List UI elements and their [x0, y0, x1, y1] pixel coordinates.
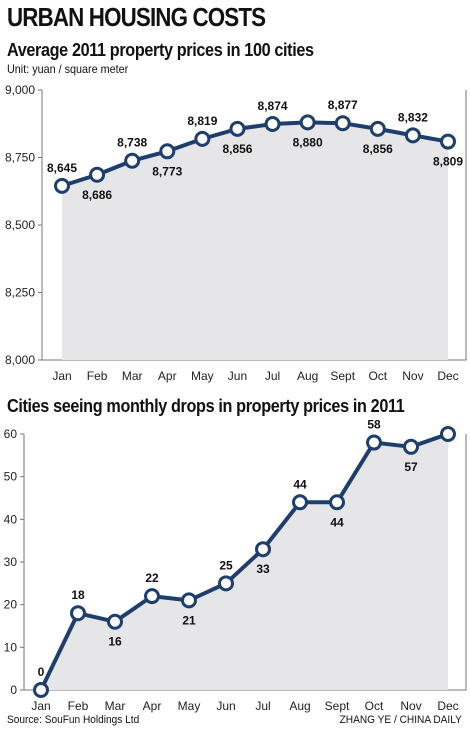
data-label: 0 — [38, 665, 45, 679]
y-tick-label: 20 — [4, 598, 18, 612]
data-point — [369, 120, 386, 137]
data-label: 25 — [219, 558, 233, 572]
x-tick-label: Jan — [31, 699, 50, 713]
data-label: 8,877 — [328, 98, 358, 112]
data-point — [264, 116, 281, 133]
x-tick-label: Feb — [87, 369, 108, 383]
x-tick-label: Mar — [122, 369, 143, 383]
x-tick-label: May — [191, 369, 214, 383]
x-tick-label: Dec — [437, 369, 458, 383]
data-label: 44 — [330, 515, 344, 529]
data-label: 8,686 — [82, 188, 112, 202]
data-point — [70, 605, 86, 622]
chart-title-property-prices: Average 2011 property prices in 100 citi… — [7, 40, 314, 60]
x-tick-label: Jul — [265, 369, 280, 383]
source-note: Source: SouFun Holdings Ltd — [7, 714, 140, 726]
data-point — [144, 588, 160, 605]
data-point — [107, 613, 123, 630]
chart-title-cities-drops: Cities seeing monthly drops in property … — [7, 396, 405, 416]
y-tick-label: 60 — [4, 427, 18, 441]
data-label: 21 — [182, 613, 196, 627]
byline-credit: ZHANG YE / CHINA DAILY — [339, 714, 462, 726]
y-tick-label: 10 — [4, 640, 18, 654]
y-tick-label: 8,250 — [5, 286, 35, 300]
data-label: 60 — [441, 420, 455, 423]
x-tick-label: Nov — [400, 699, 421, 713]
data-point — [89, 166, 106, 183]
cities-drops-line-chart: 0 10 20 30 40 50 60 Jan Feb Mar Apr May Jun Jul Aug Sep… — [4, 420, 467, 713]
data-label: 8,773 — [152, 164, 182, 178]
data-point — [404, 127, 421, 144]
y-tick-label: 0 — [10, 683, 17, 697]
data-label: 8,832 — [398, 110, 428, 124]
data-label: 8,856 — [222, 142, 252, 156]
x-tick-label: Apr — [143, 699, 162, 713]
data-point — [255, 541, 271, 558]
data-point — [329, 494, 345, 511]
data-label: 33 — [256, 562, 270, 576]
data-label: 22 — [145, 571, 159, 585]
data-label: 57 — [404, 460, 418, 474]
x-tick-label: May — [178, 699, 201, 713]
data-label: 8,809 — [433, 155, 463, 169]
data-point — [54, 177, 70, 194]
x-tick-label: Dec — [437, 699, 458, 713]
data-point — [218, 575, 234, 592]
data-point — [194, 130, 211, 147]
data-point — [299, 114, 316, 131]
data-point — [334, 115, 351, 132]
data-point — [159, 143, 176, 160]
x-tick-label: Nov — [402, 369, 423, 383]
data-label: 58 — [367, 420, 381, 432]
data-label: 8,880 — [293, 135, 323, 149]
x-tick-label: Aug — [297, 369, 318, 383]
area-fill — [41, 434, 448, 690]
data-label: 8,645 — [47, 161, 77, 175]
data-label: 8,819 — [187, 114, 217, 128]
data-point — [440, 133, 456, 150]
x-tick-label: Feb — [68, 699, 89, 713]
data-point — [229, 120, 246, 137]
y-tick-label: 8,000 — [5, 353, 35, 367]
data-label: 8,874 — [258, 99, 288, 113]
x-tick-label: Oct — [368, 369, 387, 383]
data-point — [124, 152, 141, 169]
data-label: 44 — [293, 477, 307, 491]
x-tick-label: Oct — [365, 699, 384, 713]
data-point — [366, 434, 382, 451]
x-tick-label: Aug — [289, 699, 310, 713]
x-tick-label: Sept — [325, 699, 350, 713]
y-tick-label: 8,750 — [5, 151, 35, 165]
data-label: 8,856 — [363, 142, 393, 156]
y-tick-label: 50 — [4, 470, 18, 484]
y-tick-label: 30 — [4, 555, 18, 569]
data-point — [403, 438, 419, 455]
page-title: URBAN HOUSING COSTS — [7, 2, 266, 32]
data-point — [33, 682, 49, 698]
x-tick-label: Jan — [52, 369, 71, 383]
property-prices-line-chart: 8,000 8,250 8,500 8,750 9,000 Jan Feb Mar Apr May… — [5, 83, 467, 383]
y-tick-label: 9,000 — [5, 83, 35, 97]
data-label: 18 — [71, 588, 85, 602]
data-label: 8,738 — [117, 136, 147, 150]
data-point — [292, 494, 308, 511]
x-tick-label: Jul — [255, 699, 270, 713]
area-fill — [62, 122, 448, 361]
chart-unit-label: Unit: yuan / square meter — [7, 62, 129, 76]
y-tick-label: 8,500 — [5, 218, 35, 232]
x-tick-label: Sept — [330, 369, 355, 383]
data-label: 16 — [108, 635, 122, 649]
x-tick-label: Jun — [216, 699, 235, 713]
data-point — [440, 426, 456, 442]
x-tick-label: Apr — [158, 369, 177, 383]
x-tick-label: Jun — [228, 369, 247, 383]
y-tick-label: 40 — [4, 512, 18, 526]
data-point — [181, 592, 197, 609]
x-tick-label: Mar — [105, 699, 126, 713]
